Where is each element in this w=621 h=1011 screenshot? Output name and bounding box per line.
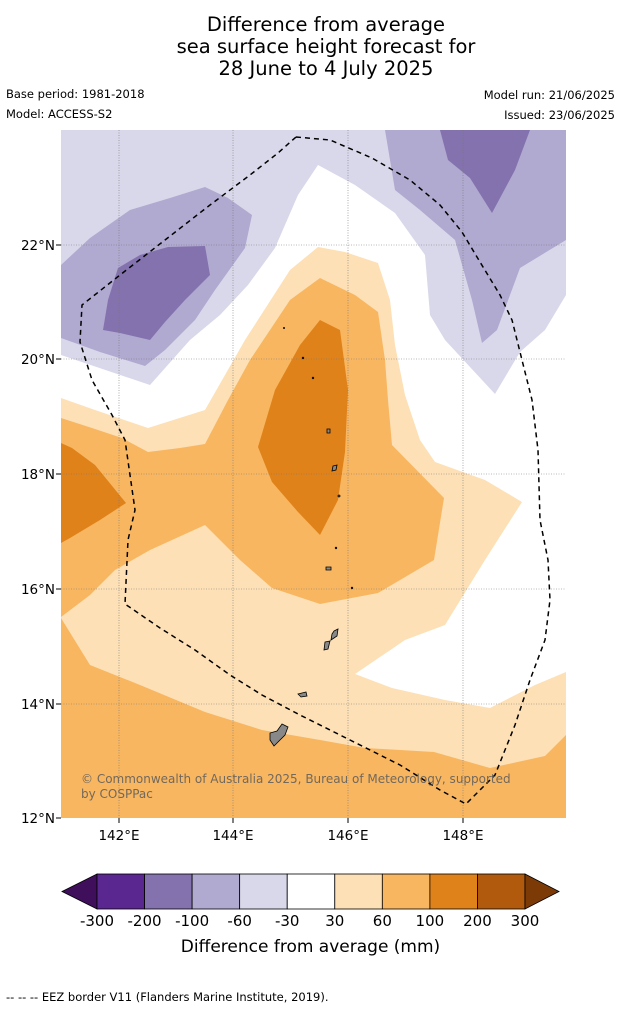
lat-tick-label: 14°N <box>21 697 55 713</box>
colorbar-bin <box>334 873 383 910</box>
colorbar-bin <box>381 873 431 910</box>
colorbar <box>61 873 560 910</box>
copyright-credit: © Commonwealth of Australia 2025, Bureau… <box>81 772 511 801</box>
contour-neg-100-west <box>103 246 210 340</box>
lat-tick-label: 22°N <box>21 238 55 254</box>
island-dot-2 <box>301 356 305 360</box>
colorbar-bin <box>477 873 526 910</box>
island-dot-4 <box>334 546 338 550</box>
graticule <box>61 130 566 818</box>
issued-date: Issued: 23/06/2025 <box>504 108 615 122</box>
colorbar-title: Difference from average (mm) <box>180 937 441 957</box>
contour-neg-60-east <box>385 130 566 343</box>
colorbar-tick-label: 200 <box>463 912 492 930</box>
colorbar-tick-label: -30 <box>274 912 300 930</box>
lon-tick-label: 142°E <box>98 828 139 844</box>
colorbar-extend-low <box>61 873 98 910</box>
island-pagan <box>331 464 338 472</box>
colorbar-extend-high <box>524 873 560 910</box>
colorbar-bin <box>96 873 145 910</box>
island-dot-5 <box>350 586 354 590</box>
colorbar-bin <box>239 873 288 910</box>
contour-pos-100-west <box>61 443 126 543</box>
contour-pos-100-central <box>258 320 348 535</box>
island-agrihan <box>326 428 331 434</box>
model-run: Model run: 21/06/2025 <box>483 88 615 102</box>
title-line-1: Difference from average <box>206 13 446 36</box>
title-line-2: sea surface height forecast for <box>176 35 476 58</box>
colorbar-tick-label: -200 <box>127 912 162 930</box>
island-saipan <box>330 628 339 641</box>
lon-tick-label: 146°E <box>327 828 368 844</box>
colorbar-bin <box>191 873 241 910</box>
lat-tick-label: 20°N <box>21 352 55 368</box>
colorbar-tick-label: -60 <box>227 912 252 930</box>
island-dot-1 <box>337 494 341 498</box>
contour-pos-60-south <box>61 618 566 818</box>
colorbar-bin <box>286 873 336 910</box>
eez-border <box>79 136 551 805</box>
colorbar-tick-label: 30 <box>325 912 345 930</box>
contour-neg-100-east <box>440 130 530 213</box>
eez-legend-note: -- -- -- EEZ border V11 (Flanders Marine… <box>6 990 329 1004</box>
map-title: Difference from average sea surface heig… <box>0 14 621 80</box>
island-dot-6 <box>282 326 285 329</box>
colorbar-tick-label: -100 <box>175 912 210 930</box>
title-line-3: 28 June to 4 July 2025 <box>218 57 434 80</box>
colorbar-tick-label: 100 <box>415 912 445 930</box>
colorbar-tick-label: 60 <box>372 912 392 930</box>
colorbar-tick-label: 300 <box>510 912 540 930</box>
lon-tick-label: 148°E <box>442 828 483 844</box>
lat-tick-label: 16°N <box>21 582 55 598</box>
lat-tick-label: 12°N <box>21 811 55 827</box>
colorbar-bin <box>429 873 478 910</box>
colorbar-bin <box>144 873 193 910</box>
island-guam <box>269 723 289 747</box>
island-tinian <box>323 640 331 651</box>
island-dot-3 <box>311 376 315 380</box>
lat-tick-label: 18°N <box>21 467 55 483</box>
lon-tick-label: 144°E <box>212 828 253 844</box>
model-name: Model: ACCESS-S2 <box>6 107 113 121</box>
axis-ticks <box>56 244 464 823</box>
island-anatahan <box>325 566 332 571</box>
island-rota <box>297 691 308 698</box>
islands <box>269 326 354 747</box>
colorbar-tick-label: -300 <box>79 912 115 930</box>
base-period: Base period: 1981-2018 <box>6 87 145 101</box>
